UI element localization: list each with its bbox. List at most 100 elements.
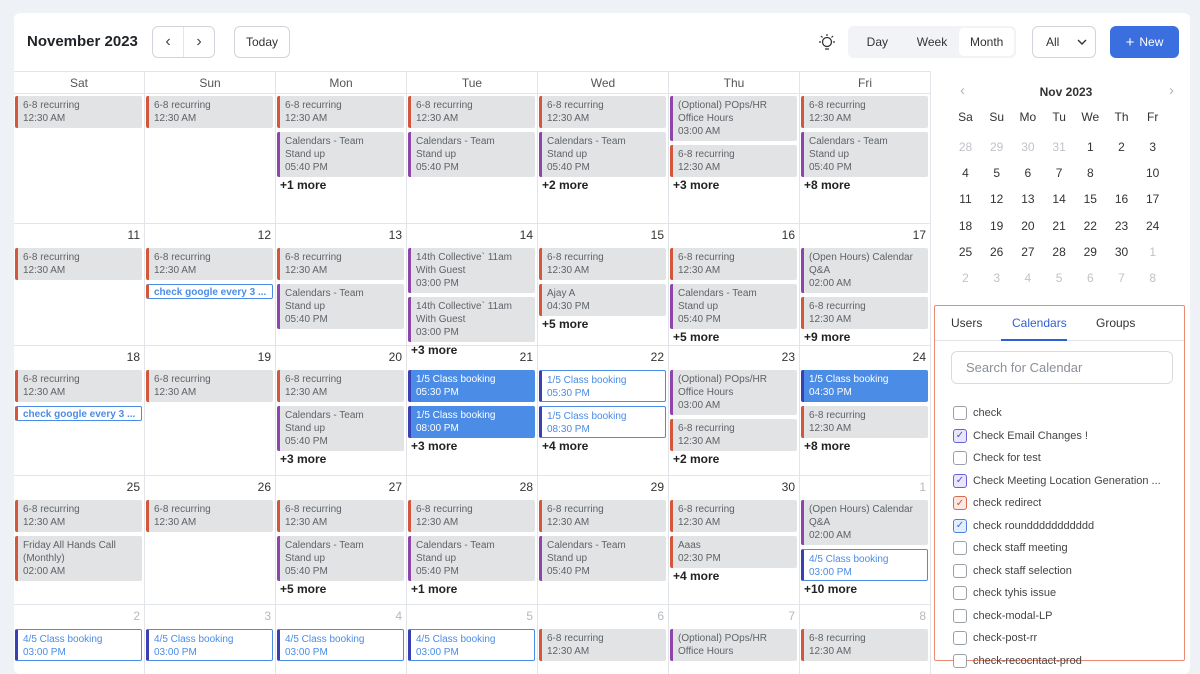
day-cell[interactable]: 27 6-8 recurring 12:30 AM Calendars - Team S… xyxy=(276,476,407,605)
mini-day[interactable]: 16 xyxy=(1114,192,1129,207)
event-chip[interactable]: 1/5 Class booking 04:30 PM xyxy=(801,370,928,402)
day-number[interactable]: 29 xyxy=(650,480,664,494)
day-cell[interactable]: 12 6-8 recurring 12:30 AM check google ever… xyxy=(145,224,276,346)
event-chip[interactable]: 6-8 recurring 12:30 AM xyxy=(801,629,928,661)
event-chip[interactable]: 6-8 recurring 12:30 AM xyxy=(15,248,142,280)
mini-day[interactable]: 29 xyxy=(1083,244,1097,259)
day-number[interactable]: 30 xyxy=(781,480,795,494)
day-number[interactable]: 4 xyxy=(395,609,402,623)
event-chip[interactable]: Ajay A 04:30 PM xyxy=(539,284,666,316)
calendar-list-item[interactable]: ✓ check redirect xyxy=(953,494,1041,512)
day-number[interactable]: 14 xyxy=(519,228,533,242)
day-cell[interactable]: 28 6-8 recurring 12:30 AM Calendars - Team S… xyxy=(407,476,538,605)
day-number[interactable]: 5 xyxy=(526,609,533,623)
calendar-list-item[interactable]: check-post-rr xyxy=(953,629,1037,647)
mini-day[interactable]: 15 xyxy=(1083,192,1097,207)
event-chip[interactable]: 6-8 recurring 12:30 AM xyxy=(408,96,535,128)
mini-day[interactable]: 2 xyxy=(1118,140,1125,154)
day-number[interactable]: 21 xyxy=(519,350,533,364)
event-chip[interactable]: 6-8 recurring 12:30 AM xyxy=(670,500,797,532)
checkbox[interactable] xyxy=(953,541,967,555)
more-link[interactable]: +3 more xyxy=(411,439,458,453)
mini-day[interactable]: 4 xyxy=(1024,271,1032,285)
today-button[interactable]: Today xyxy=(234,26,290,58)
event-chip[interactable]: Calendars - Team Stand up 05:40 PM xyxy=(408,132,535,177)
day-cell[interactable]: 18 6-8 recurring 12:30 AM check google ever… xyxy=(14,346,145,476)
day-number[interactable]: 26 xyxy=(257,480,271,494)
tab-users[interactable]: Users xyxy=(951,316,983,330)
mini-day[interactable]: 25 xyxy=(958,244,973,259)
lightbulb-icon[interactable] xyxy=(817,33,837,53)
day-cell[interactable]: 13 6-8 recurring 12:30 AM Calendars - Team S… xyxy=(276,224,407,346)
day-number[interactable]: 20 xyxy=(388,350,402,364)
day-number[interactable]: 17 xyxy=(912,228,926,242)
calendar-list-item[interactable]: check staff selection xyxy=(953,562,1072,580)
day-cell[interactable]: 23 (Optional) POps/HR Office Hours 03:00 AM… xyxy=(669,346,800,476)
checkbox[interactable]: ✓ xyxy=(953,496,967,510)
more-link[interactable]: +3 more xyxy=(411,343,458,357)
event-chip[interactable]: Aaas 02:30 PM xyxy=(670,536,797,568)
checkbox[interactable] xyxy=(953,451,967,465)
day-cell[interactable]: 30 6-8 recurring 12:30 AM Aaas 02:30 PM +4 mo… xyxy=(669,476,800,605)
day-number[interactable]: 12 xyxy=(257,228,271,242)
calendar-search-input[interactable]: Search for Calendar xyxy=(951,351,1173,384)
event-chip[interactable]: 6-8 recurring 12:30 AM xyxy=(408,500,535,532)
mini-day[interactable]: 23 xyxy=(1114,218,1129,233)
day-number[interactable]: 7 xyxy=(788,609,795,623)
day-cell[interactable]: 6-8 recurring 12:30 AM Calendars - Team Sta… xyxy=(800,94,931,224)
more-link[interactable]: +5 more xyxy=(280,582,327,596)
day-number[interactable]: 27 xyxy=(388,480,402,494)
event-chip[interactable]: 6-8 recurring 12:30 AM xyxy=(146,96,273,128)
day-cell[interactable]: 4 4/5 Class booking 03:00 PM xyxy=(276,605,407,674)
mini-day[interactable]: 7 xyxy=(1118,271,1125,285)
day-cell[interactable]: 19 6-8 recurring 12:30 AM xyxy=(145,346,276,476)
event-chip[interactable]: 4/5 Class booking 03:00 PM xyxy=(408,629,535,661)
mini-day[interactable]: 8 xyxy=(1149,271,1157,285)
day-number[interactable]: 2 xyxy=(133,609,140,623)
mini-day[interactable]: 30 xyxy=(1114,244,1129,259)
mini-day[interactable]: 13 xyxy=(1021,192,1035,207)
mini-day[interactable]: 20 xyxy=(1021,218,1035,233)
day-cell[interactable]: 6-8 recurring 12:30 AM xyxy=(14,94,145,224)
next-month-icon[interactable]: › xyxy=(196,33,202,50)
day-cell[interactable]: 8 6-8 recurring 12:30 AM xyxy=(800,605,931,674)
event-chip[interactable]: 6-8 recurring 12:30 AM xyxy=(15,96,142,128)
day-number[interactable]: 18 xyxy=(126,350,140,364)
more-link[interactable]: +2 more xyxy=(673,452,720,466)
mini-day[interactable]: 27 xyxy=(1021,244,1035,259)
mini-day[interactable]: 30 xyxy=(1021,140,1035,154)
event-chip[interactable]: 4/5 Class booking 03:00 PM xyxy=(15,629,142,661)
mini-day[interactable]: 1 xyxy=(1149,244,1157,259)
mini-day[interactable]: 3 xyxy=(1149,140,1157,154)
day-cell[interactable]: 17 (Open Hours) Calendar Q&A 02:00 AM 6-8 re… xyxy=(800,224,931,346)
event-chip[interactable]: (Open Hours) Calendar Q&A 02:00 AM xyxy=(801,500,928,545)
more-link[interactable]: +5 more xyxy=(673,330,720,344)
day-number[interactable]: 28 xyxy=(519,480,533,494)
more-link[interactable]: +1 more xyxy=(411,582,458,596)
event-chip[interactable]: (Optional) POps/HR Office Hours xyxy=(670,629,797,661)
event-chip[interactable]: 6-8 recurring 12:30 AM xyxy=(801,406,928,438)
day-cell[interactable]: 22 1/5 Class booking 05:30 PM 1/5 Class boo… xyxy=(538,346,669,476)
day-cell[interactable]: 7 (Optional) POps/HR Office Hours xyxy=(669,605,800,674)
mini-day[interactable]: 17 xyxy=(1146,192,1160,207)
mini-day[interactable]: 8 xyxy=(1086,166,1094,181)
mini-next-icon[interactable]: › xyxy=(1169,82,1174,99)
calendar-list-item[interactable]: ✓ check rounddddddddddd xyxy=(953,517,1094,535)
calendar-list-item[interactable]: check tyhis issue xyxy=(953,584,1056,602)
checkbox[interactable] xyxy=(953,563,967,578)
event-chip[interactable]: 6-8 recurring 12:30 AM xyxy=(670,248,797,280)
event-chip[interactable]: (Optional) POps/HR Office Hours 03:00 AM xyxy=(670,96,797,141)
mini-day[interactable]: 6 xyxy=(1024,166,1032,181)
day-number[interactable]: 25 xyxy=(126,480,140,494)
mini-day[interactable]: 2 xyxy=(962,271,969,285)
checkbox[interactable]: ✓ xyxy=(953,473,967,488)
day-number[interactable]: 1 xyxy=(919,480,926,494)
more-link[interactable]: +9 more xyxy=(804,330,851,344)
mini-day[interactable]: 28 xyxy=(1052,244,1066,259)
event-chip[interactable]: 6-8 recurring 12:30 AM xyxy=(15,500,142,532)
more-link[interactable]: +4 more xyxy=(673,569,720,583)
day-number[interactable]: 22 xyxy=(650,350,664,364)
day-cell[interactable]: 6-8 recurring 12:30 AM Calendars - Team Sta… xyxy=(538,94,669,224)
event-chip[interactable]: Calendars - Team Stand up 05:40 PM xyxy=(670,284,797,329)
event-chip[interactable]: Calendars - Team Stand up 05:40 PM xyxy=(277,284,404,329)
